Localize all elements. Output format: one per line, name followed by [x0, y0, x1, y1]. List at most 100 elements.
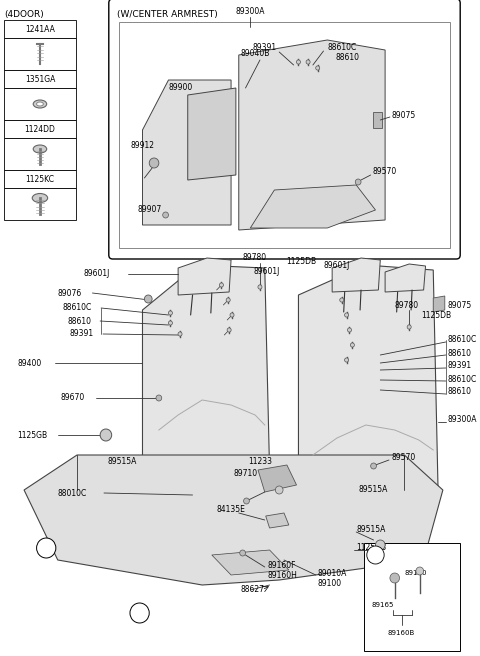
- Text: 88610C: 88610C: [62, 304, 92, 312]
- FancyBboxPatch shape: [109, 0, 460, 259]
- Circle shape: [227, 328, 231, 332]
- Text: 1124DD: 1124DD: [24, 125, 55, 134]
- Text: 89570: 89570: [372, 167, 397, 176]
- Text: 89515A: 89515A: [356, 525, 385, 535]
- Circle shape: [219, 283, 224, 287]
- Polygon shape: [372, 112, 382, 128]
- Text: 89780: 89780: [395, 300, 419, 310]
- Bar: [4, 138, 76, 170]
- Circle shape: [316, 66, 320, 70]
- Text: 89160: 89160: [404, 570, 427, 576]
- Text: 89912: 89912: [131, 140, 155, 150]
- Text: 1351GA: 1351GA: [25, 75, 55, 83]
- Text: 1125DB: 1125DB: [286, 258, 316, 266]
- Bar: [4, 20, 76, 38]
- Polygon shape: [143, 265, 270, 480]
- Bar: [4, 120, 76, 138]
- Polygon shape: [250, 185, 375, 228]
- Circle shape: [276, 486, 283, 494]
- Text: 11233: 11233: [248, 457, 272, 466]
- Bar: [4, 70, 76, 88]
- Polygon shape: [433, 296, 445, 312]
- Text: 84135E: 84135E: [216, 506, 245, 514]
- Text: 89670: 89670: [60, 394, 85, 403]
- Circle shape: [345, 313, 348, 317]
- Text: a: a: [137, 609, 142, 617]
- Ellipse shape: [36, 102, 43, 106]
- Text: a: a: [44, 544, 49, 552]
- Circle shape: [36, 538, 56, 558]
- Text: 89601J: 89601J: [84, 268, 110, 277]
- Text: 88610: 88610: [448, 348, 472, 358]
- Polygon shape: [24, 455, 443, 585]
- Polygon shape: [178, 258, 231, 295]
- Ellipse shape: [33, 100, 47, 108]
- Circle shape: [390, 573, 399, 583]
- Text: 89515A: 89515A: [358, 485, 387, 495]
- Text: 89391: 89391: [69, 329, 94, 338]
- Bar: [4, 88, 76, 120]
- Text: 89165: 89165: [372, 602, 394, 608]
- Text: 89570: 89570: [392, 453, 416, 462]
- Text: 89601J: 89601J: [324, 260, 350, 270]
- Text: 89601J: 89601J: [253, 268, 279, 276]
- Circle shape: [168, 321, 172, 325]
- Text: 89710: 89710: [234, 470, 258, 478]
- Text: (4DOOR): (4DOOR): [4, 10, 44, 19]
- Circle shape: [178, 332, 182, 336]
- Text: (W/CENTER ARMREST): (W/CENTER ARMREST): [118, 10, 218, 20]
- Text: 89076: 89076: [58, 289, 82, 298]
- Text: 89040B: 89040B: [240, 49, 270, 58]
- Text: 89780: 89780: [242, 253, 267, 262]
- Circle shape: [306, 60, 310, 64]
- Circle shape: [348, 328, 351, 332]
- Circle shape: [100, 429, 112, 441]
- Bar: [364, 543, 460, 651]
- Bar: [120, 22, 450, 248]
- Circle shape: [350, 343, 354, 347]
- Text: 89900: 89900: [168, 83, 193, 92]
- Polygon shape: [188, 88, 236, 180]
- Text: 89391: 89391: [448, 361, 472, 371]
- Polygon shape: [143, 80, 231, 225]
- Circle shape: [144, 295, 152, 303]
- Text: 1125DB: 1125DB: [421, 310, 451, 319]
- Text: 89075: 89075: [392, 110, 416, 119]
- Circle shape: [156, 395, 162, 401]
- Bar: [4, 170, 76, 188]
- Text: 88610: 88610: [335, 54, 359, 62]
- Polygon shape: [266, 513, 289, 528]
- Text: a: a: [373, 552, 378, 558]
- Text: 88010C: 88010C: [58, 489, 87, 497]
- Text: 88610: 88610: [67, 316, 91, 325]
- Circle shape: [168, 311, 172, 315]
- Text: 88627: 88627: [240, 586, 264, 594]
- Text: 1125GB: 1125GB: [17, 430, 48, 440]
- Circle shape: [130, 603, 149, 623]
- Circle shape: [355, 179, 361, 185]
- Text: 89160H: 89160H: [268, 571, 298, 581]
- Text: 89100: 89100: [318, 579, 342, 588]
- Circle shape: [407, 325, 411, 329]
- Text: 89010A: 89010A: [318, 569, 347, 577]
- Bar: [4, 188, 76, 220]
- Circle shape: [367, 546, 384, 564]
- Text: 89300A: 89300A: [448, 415, 477, 424]
- Circle shape: [243, 498, 249, 504]
- Circle shape: [226, 298, 230, 302]
- Polygon shape: [212, 550, 289, 575]
- Text: 88610C: 88610C: [448, 375, 477, 384]
- Text: 88610C: 88610C: [327, 43, 357, 52]
- Polygon shape: [332, 258, 380, 292]
- Text: 89160B: 89160B: [388, 630, 415, 636]
- Text: 89515A: 89515A: [108, 457, 137, 466]
- Text: 1125GB: 1125GB: [356, 544, 386, 552]
- Circle shape: [371, 463, 376, 469]
- Ellipse shape: [33, 145, 47, 153]
- Polygon shape: [385, 264, 426, 292]
- Text: 88610: 88610: [448, 388, 472, 396]
- Circle shape: [345, 358, 348, 362]
- Text: 89300A: 89300A: [236, 7, 265, 16]
- Circle shape: [340, 298, 344, 302]
- Ellipse shape: [32, 194, 48, 203]
